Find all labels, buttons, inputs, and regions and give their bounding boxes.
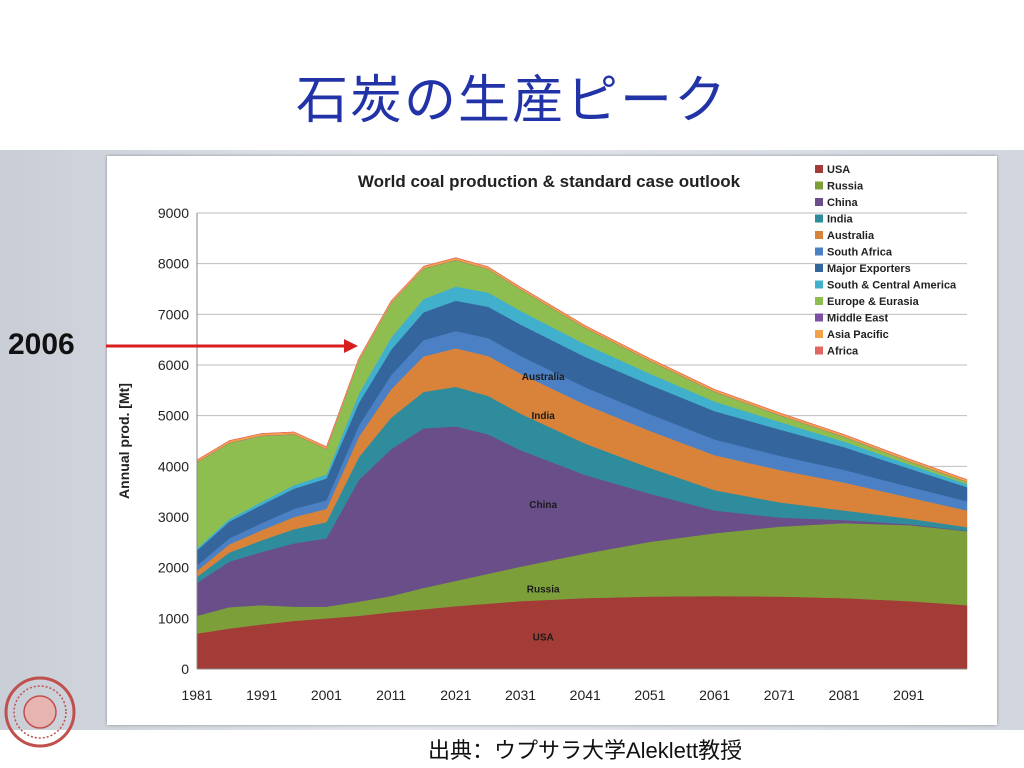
x-tick-label: 2031 (505, 687, 536, 703)
series-area-label: Australia (522, 372, 565, 383)
slide-title: 石炭の生産ピーク (295, 71, 728, 131)
y-tick-label: 2000 (158, 560, 189, 576)
chart-title: World coal production & standard case ou… (358, 172, 741, 191)
axes: 0 1000 2000 3000 4000 5000 6000 7000 8000 9000 198… (158, 205, 967, 703)
y-axis-label: Annual prod. [Mt] (116, 383, 132, 499)
legend-swatch (815, 313, 823, 322)
series-area-label: India (532, 411, 556, 422)
x-tick-label: 2001 (311, 687, 342, 703)
y-tick-label: 8000 (158, 256, 189, 272)
legend-swatch (815, 247, 823, 256)
legend-entry: USA (827, 164, 850, 176)
y-tick-label: 0 (181, 661, 189, 677)
legend-entry: Asia Pacific (827, 329, 889, 341)
legend-swatch (815, 181, 823, 190)
x-tick-label: 2021 (440, 687, 471, 703)
y-tick-label: 4000 (158, 458, 189, 474)
series-area-label: China (529, 500, 557, 511)
coal-production-chart: 0 1000 2000 3000 4000 5000 6000 7000 8000 9000 198… (116, 164, 968, 703)
x-tick-label: 2091 (893, 687, 924, 703)
legend-entry: Europe & Eurasia (827, 296, 920, 308)
legend-entry: Africa (827, 346, 859, 358)
x-tick-label: 2051 (634, 687, 665, 703)
legend-swatch (815, 214, 823, 223)
legend-swatch (815, 280, 823, 289)
chart-frame: 0 1000 2000 3000 4000 5000 6000 7000 8000 9000 198… (107, 156, 997, 725)
legend-entry: Australia (827, 230, 875, 242)
x-tick-label: 2011 (376, 687, 406, 703)
x-tick-label: 2041 (570, 687, 601, 703)
legend-swatch (815, 330, 823, 338)
y-tick-label: 3000 (158, 509, 189, 525)
area-africa (196, 257, 968, 481)
year-marker-label: 2006 (8, 328, 75, 361)
legend-swatch (815, 264, 823, 272)
x-tick-label: 2061 (699, 687, 730, 703)
legend-entry: Major Exporters (827, 263, 911, 275)
legend-entry: South & Central America (827, 280, 957, 292)
legend-entry: China (827, 197, 858, 209)
legend-swatch (815, 165, 823, 173)
legend-swatch (815, 346, 823, 355)
y-tick-label: 1000 (158, 610, 189, 626)
legend-entry: South Africa (827, 247, 893, 259)
y-tick-label: 7000 (158, 306, 189, 322)
x-tick-label: 1991 (246, 687, 277, 703)
series-area-label: USA (533, 632, 554, 643)
x-tick-label: 2081 (828, 687, 859, 703)
y-tick-label: 5000 (158, 408, 189, 424)
legend-swatch (815, 231, 823, 239)
x-tick-label: 1981 (181, 687, 212, 703)
legend-swatch (815, 198, 823, 206)
legend-entry: Middle East (827, 313, 888, 325)
y-tick-label: 6000 (158, 357, 189, 373)
in-chart-labels: USA Russia China India Australia (522, 372, 565, 643)
area-series (196, 257, 968, 670)
x-tick-label: 2071 (764, 687, 795, 703)
legend-swatch (815, 297, 823, 305)
source-credit: 出典：ウプサラ大学Aleklett教授 (428, 738, 743, 763)
legend-entry: India (827, 214, 854, 226)
series-area-label: Russia (527, 585, 560, 596)
legend: USA Russia China India Australia South Africa… (815, 164, 957, 358)
legend-entry: Russia (827, 181, 864, 193)
university-seal-logo (4, 676, 76, 748)
y-tick-label: 9000 (158, 205, 189, 221)
